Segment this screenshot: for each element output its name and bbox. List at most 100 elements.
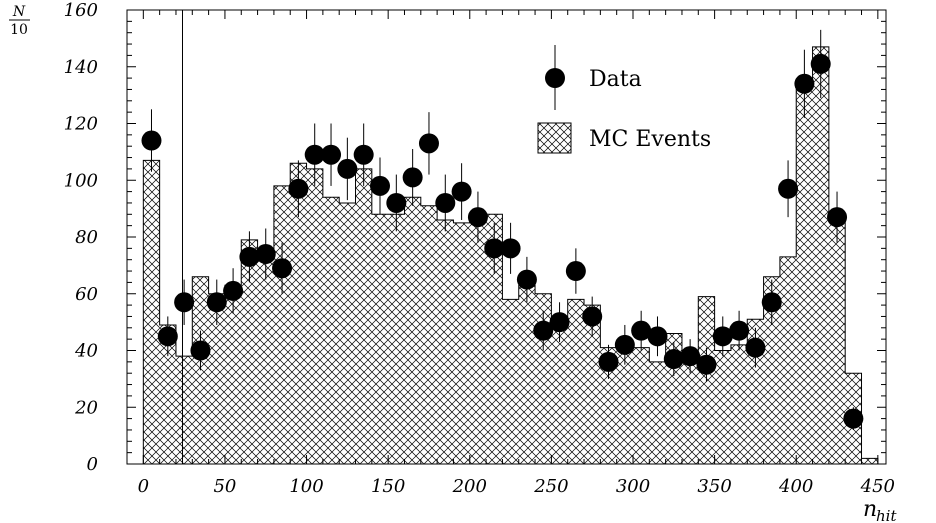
y-tick-label: 80 (75, 227, 98, 248)
y-axis-title-numerator: N (12, 4, 26, 20)
histogram-bin (420, 205, 438, 464)
data-point (549, 312, 570, 333)
y-tick-label: 60 (75, 284, 98, 305)
data-point (467, 207, 488, 228)
data-point (386, 192, 407, 213)
histogram-bin (322, 197, 340, 464)
histogram-bin (175, 356, 193, 464)
histogram-bin (600, 347, 617, 464)
data-point (533, 320, 554, 341)
histogram-bin (469, 217, 487, 464)
data-point (761, 292, 782, 313)
data-point (418, 133, 439, 154)
y-tick-label: 100 (64, 170, 98, 191)
legend-entry-mc: MC Events (537, 122, 711, 154)
y-tick-label: 40 (74, 341, 98, 362)
x-tick-label: 200 (452, 476, 487, 497)
histogram-bin (224, 285, 242, 464)
x-tick-label: 250 (533, 476, 568, 497)
data-point (288, 178, 309, 199)
x-tick-label: 300 (616, 476, 650, 497)
data-point (451, 181, 472, 202)
x-axis-title-base: n (863, 497, 877, 522)
histogram-bin (371, 214, 389, 464)
x-tick-label: 350 (697, 476, 731, 497)
data-point (239, 246, 260, 267)
y-tick-labels: 0 20 40 60 80 100 120 140 160 (64, 0, 98, 475)
data-point (729, 320, 750, 341)
histogram-bin (404, 197, 421, 464)
data-point (516, 269, 537, 290)
data-point (500, 238, 521, 259)
data-point (745, 337, 766, 358)
histogram-bin (796, 83, 813, 465)
histogram-bin (616, 344, 633, 464)
legend: Data MC Events (537, 45, 711, 154)
legend-mc-swatch (537, 122, 572, 154)
histogram-bin (355, 168, 372, 464)
y-axis-title-denominator: 10 (10, 22, 28, 38)
data-point (304, 144, 325, 165)
data-point (402, 167, 423, 188)
histogram-bin (208, 293, 225, 464)
x-tick-label: 450 (860, 476, 895, 497)
histogram-bin (502, 299, 519, 464)
histogram-bin (584, 305, 601, 464)
y-tick-label: 160 (64, 0, 98, 21)
legend-data-label: Data (589, 67, 642, 92)
data-point (843, 408, 864, 429)
histogram-bin (437, 219, 454, 464)
data-point (353, 144, 374, 165)
data-point (582, 306, 603, 327)
data-point (255, 244, 276, 265)
histogram-bin (649, 361, 666, 464)
histogram-bin (714, 350, 731, 464)
x-tick-labels: 0 50 100 150 200 250 300 350 400 450 (138, 476, 895, 497)
histogram-bin (273, 185, 291, 465)
data-point (778, 178, 799, 199)
data-point (712, 326, 733, 347)
histogram-bin (306, 168, 323, 464)
data-point (631, 320, 652, 341)
data-point (696, 354, 717, 375)
x-tick-label: 0 (138, 476, 149, 497)
histogram-bin (812, 46, 829, 464)
data-point (141, 130, 162, 151)
histogram-bin (518, 285, 536, 464)
data-point (157, 326, 178, 347)
histogram-bin (453, 222, 470, 464)
histogram-bin (143, 160, 160, 464)
histogram-bin (779, 256, 797, 464)
histogram-bin (486, 214, 503, 464)
data-point (565, 261, 586, 282)
data-point (598, 351, 619, 372)
data-point (647, 326, 668, 347)
histogram-bin (551, 319, 568, 464)
histogram-bin (241, 239, 258, 464)
legend-entry-data: Data (545, 45, 642, 110)
histogram-bin (828, 217, 846, 464)
histogram-bin (763, 276, 780, 464)
histogram-bin (339, 202, 356, 464)
data-point (174, 292, 195, 313)
data-point (484, 238, 505, 259)
histogram-bin (681, 361, 699, 464)
y-tick-label: 0 (87, 454, 98, 475)
x-tick-label: 50 (213, 476, 236, 497)
histogram-bin (159, 324, 176, 464)
data-point (663, 349, 684, 370)
data-point (370, 175, 390, 196)
histogram-bin (633, 347, 650, 464)
histogram-bin (730, 344, 748, 464)
axis-ticks (126, 9, 886, 465)
data-points (141, 29, 864, 430)
x-tick-label: 100 (289, 476, 323, 497)
data-point (794, 73, 815, 94)
x-axis-title-sub: hit (876, 507, 897, 523)
histogram-bin (861, 458, 878, 464)
histogram-bin (290, 163, 307, 464)
legend-mc-label: MC Events (589, 127, 711, 152)
x-axis-title: n hit (863, 497, 897, 523)
data-point (435, 192, 456, 213)
